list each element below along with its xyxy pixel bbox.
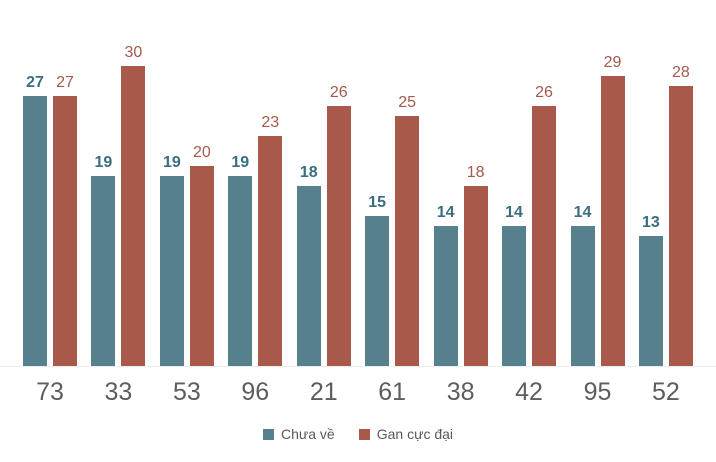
bar-column: 19 — [228, 154, 253, 366]
legend-label: Chưa về — [280, 426, 335, 442]
bar-series2[interactable] — [600, 76, 625, 366]
bar-series2[interactable] — [395, 116, 420, 366]
x-axis-labels: 73 33 53 96 21 61 38 42 95 52 — [0, 378, 716, 407]
bar-series1[interactable] — [228, 176, 253, 366]
bar-series2[interactable] — [189, 166, 214, 366]
bar-group: 14 29 — [570, 54, 625, 366]
bar-series2[interactable] — [121, 66, 146, 366]
x-axis-tick-label: 42 — [515, 378, 543, 406]
bar-value-label: 23 — [261, 114, 280, 131]
bar-value-label: 28 — [672, 64, 690, 81]
legend-item[interactable]: Chưa về — [262, 426, 335, 442]
bar-value-label: 25 — [398, 94, 417, 111]
legend-item[interactable]: Gan cực đại — [358, 426, 454, 442]
bar-column: 27 — [23, 75, 47, 366]
bar-value-label: 14 — [505, 204, 523, 221]
bar-column: 20 — [189, 144, 214, 366]
bar-column: 26 — [532, 84, 557, 366]
x-axis-tick-label: 61 — [378, 378, 407, 406]
bar-series2[interactable] — [668, 86, 693, 366]
bar-value-label: 19 — [231, 154, 250, 171]
bar-value-label: 19 — [162, 154, 181, 171]
bar-group: 27 27 — [23, 75, 77, 366]
bar-group: 14 18 — [433, 164, 488, 366]
bar-value-label: 18 — [299, 164, 318, 181]
x-axis-tick-label: 38 — [446, 378, 475, 406]
bar-column: 25 — [395, 94, 420, 366]
legend-swatch-icon — [262, 428, 274, 440]
bar-series1[interactable] — [502, 226, 527, 366]
bar-value-label: 14 — [436, 204, 455, 221]
bar-series1[interactable] — [570, 226, 595, 366]
x-axis-tick-label: 21 — [309, 378, 338, 406]
bar-value-label: 27 — [56, 74, 74, 91]
bar-value-label: 14 — [573, 204, 592, 221]
bar-value-label: 27 — [26, 74, 44, 91]
bar-value-label: 20 — [192, 144, 211, 161]
x-axis-tick-label: 52 — [652, 378, 680, 406]
bar-column: 14 — [433, 204, 458, 366]
bar-series2[interactable] — [258, 136, 283, 366]
bar-column: 15 — [365, 194, 390, 366]
legend: Chưa về Gan cực đại — [0, 426, 716, 442]
bar-value-label: 15 — [368, 194, 387, 211]
bar-series2[interactable] — [53, 96, 77, 366]
bar-series1[interactable] — [91, 176, 116, 366]
bar-series2[interactable] — [463, 186, 488, 366]
bar-series1[interactable] — [638, 236, 663, 366]
bar-column: 28 — [668, 64, 693, 366]
x-axis-tick-label: 73 — [36, 378, 64, 406]
bar-value-label: 29 — [603, 54, 622, 71]
bar-group: 19 20 — [159, 144, 214, 366]
bar-group: 13 28 — [638, 64, 693, 366]
bar-series1[interactable] — [23, 96, 47, 366]
bar-value-label: 18 — [466, 164, 485, 181]
bar-series2[interactable] — [532, 106, 557, 366]
bar-column: 18 — [463, 164, 488, 366]
bar-column: 19 — [159, 154, 184, 366]
legend-label: Gan cực đại — [376, 426, 454, 442]
bar-column: 18 — [296, 164, 321, 366]
bar-column: 14 — [570, 204, 595, 366]
bar-column: 19 — [91, 154, 116, 366]
x-axis-tick-label: 96 — [241, 378, 270, 406]
bar-series1[interactable] — [296, 186, 321, 366]
legend-swatch-icon — [358, 428, 370, 440]
x-axis-tick-label: 95 — [583, 378, 612, 406]
bar-series1[interactable] — [365, 216, 390, 366]
bar-group: 19 30 — [91, 44, 146, 366]
bar-value-label: 26 — [329, 84, 348, 101]
bar-group: 14 26 — [502, 84, 557, 366]
bar-series1[interactable] — [159, 176, 184, 366]
bar-group: 19 23 — [228, 114, 283, 366]
plot-area: 27 27 19 30 19 20 19 23 18 26 15 25 14 18 14 26 14 29 13 28 — [0, 44, 716, 367]
bar-column: 30 — [121, 44, 146, 366]
bar-series1[interactable] — [433, 226, 458, 366]
bar-column: 13 — [638, 214, 663, 366]
bar-value-label: 19 — [94, 154, 113, 171]
bar-column: 27 — [53, 75, 77, 366]
x-axis-tick-label: 53 — [172, 378, 201, 406]
x-axis-tick-label: 33 — [104, 378, 133, 406]
bar-column: 29 — [600, 54, 625, 366]
bar-value-label: 30 — [124, 44, 143, 61]
bar-value-label: 26 — [535, 84, 553, 101]
bar-column: 14 — [502, 204, 527, 366]
bar-group: 18 26 — [296, 84, 351, 366]
bar-series2[interactable] — [326, 106, 351, 366]
bar-value-label: 13 — [642, 214, 660, 231]
bar-column: 23 — [258, 114, 283, 366]
bar-column: 26 — [326, 84, 351, 366]
bar-group: 15 25 — [365, 94, 420, 366]
